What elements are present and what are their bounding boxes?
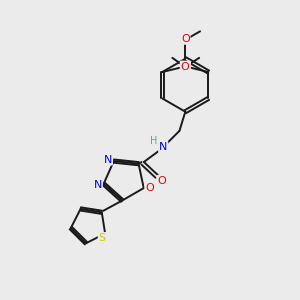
Text: O: O [158, 176, 166, 186]
Text: S: S [99, 233, 106, 243]
Text: O: O [181, 62, 190, 72]
Text: N: N [159, 142, 167, 152]
Text: O: O [181, 62, 189, 72]
Text: O: O [181, 34, 190, 44]
Text: N: N [94, 180, 102, 190]
Text: H: H [150, 136, 158, 146]
Text: O: O [145, 183, 154, 193]
Text: N: N [104, 154, 112, 165]
